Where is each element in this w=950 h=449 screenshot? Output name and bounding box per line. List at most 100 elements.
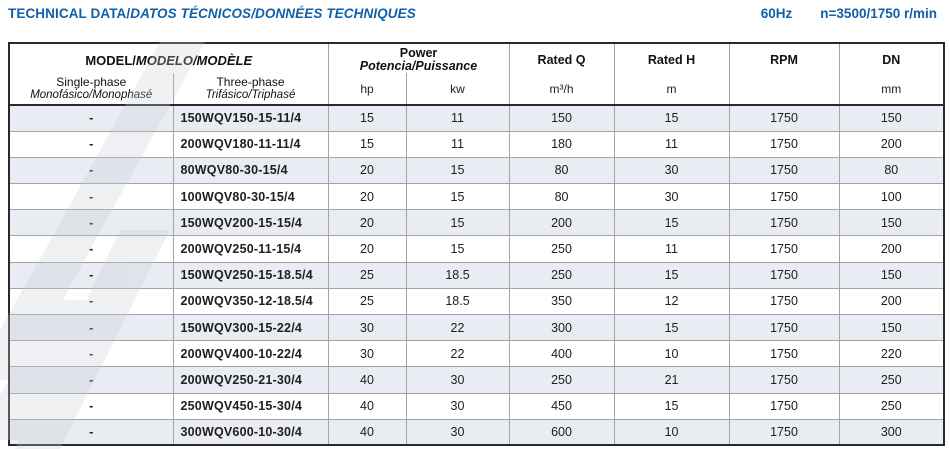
rated-h-cell: 15 — [613, 261, 730, 289]
model-cell: 250WQV450-15-30/4 — [172, 392, 329, 420]
hp-cell: 25 — [327, 261, 407, 289]
kw-cell: 22 — [405, 313, 510, 342]
model-cell: 80WQV80-30-15/4 — [172, 156, 329, 185]
page-title-italic: DATOS TÉCNICOS/DONNÉES TECHNIQUES — [130, 6, 416, 21]
rpm-cell: 1750 — [728, 235, 840, 263]
single-phase-cell: - — [8, 235, 174, 263]
model-cell: 200WQV250-21-30/4 — [172, 366, 329, 394]
table-body: -150WQV150-15-11/4 15 11 150 15 1750 150-200WQ… — [8, 104, 945, 446]
table-row: -250WQV450-15-30/4 40 30 450 15 1750 250 — [8, 392, 945, 420]
rated-q-cell: 80 — [508, 183, 615, 211]
power-group-label: Power — [399, 46, 438, 60]
table-row: -100WQV80-30-15/4 20 15 80 30 1750 100 — [8, 183, 945, 211]
hp-cell: 25 — [327, 287, 407, 316]
header-unit-hp: hp — [327, 73, 407, 106]
hp-cell: 20 — [327, 156, 407, 185]
hp-cell: 15 — [327, 130, 407, 158]
dn-cell: 200 — [838, 235, 945, 263]
header-unit-rated-q: m³/h — [508, 73, 615, 106]
single-phase-cell: - — [8, 392, 174, 420]
single-phase-cell: - — [8, 313, 174, 342]
model-cell: 150WQV300-15-22/4 — [172, 313, 329, 342]
kw-cell: 15 — [405, 156, 510, 185]
rated-q-cell: 80 — [508, 156, 615, 185]
dn-cell: 200 — [838, 287, 945, 316]
hp-cell: 40 — [327, 418, 407, 446]
rated-q-cell: 180 — [508, 130, 615, 158]
rpm-cell: 1750 — [728, 183, 840, 211]
hp-cell: 20 — [327, 183, 407, 211]
kw-cell: 18.5 — [405, 287, 510, 316]
single-phase-cell: - — [8, 366, 174, 394]
header-unit-rated-h: m — [613, 73, 730, 106]
hp-cell: 40 — [327, 392, 407, 420]
header-rated-q: Rated Q — [508, 42, 615, 73]
kw-cell: 30 — [405, 418, 510, 446]
rpm-cell: 1750 — [728, 418, 840, 446]
speed-value: n=3500/1750 r/min — [820, 6, 937, 21]
dn-cell: 150 — [838, 313, 945, 342]
kw-cell: 15 — [405, 235, 510, 263]
hp-cell: 30 — [327, 313, 407, 342]
kw-cell: 30 — [405, 366, 510, 394]
dn-cell: 100 — [838, 183, 945, 211]
frequency-value: 60Hz — [760, 6, 793, 21]
rpm-cell: 1750 — [728, 130, 840, 158]
rated-h-cell: 21 — [613, 366, 730, 394]
table-row: -200WQV250-11-15/4 20 15 250 11 1750 200 — [8, 235, 945, 263]
table-row: -150WQV250-15-18.5/4 25 18.5 250 15 1750 150 — [8, 261, 945, 289]
hp-cell: 20 — [327, 209, 407, 237]
rated-h-cell: 30 — [613, 183, 730, 211]
dn-cell: 250 — [838, 392, 945, 420]
single-phase-label: Single-phase — [56, 75, 127, 89]
rated-h-cell: 15 — [613, 104, 730, 132]
rated-q-cell: 450 — [508, 392, 615, 420]
rpm-cell: 1750 — [728, 366, 840, 394]
dn-cell: 150 — [838, 261, 945, 289]
single-phase-cell: - — [8, 209, 174, 237]
rpm-cell: 1750 — [728, 287, 840, 316]
kw-cell: 15 — [405, 209, 510, 237]
table-row: -200WQV400-10-22/4 30 22 400 10 1750 220 — [8, 340, 945, 368]
hp-cell: 40 — [327, 366, 407, 394]
table-row: -150WQV150-15-11/4 15 11 150 15 1750 150 — [8, 104, 945, 132]
single-phase-cell: - — [8, 340, 174, 368]
rated-h-cell: 10 — [613, 340, 730, 368]
rated-h-cell: 12 — [613, 287, 730, 316]
rpm-cell: 1750 — [728, 261, 840, 289]
single-phase-cell: - — [8, 156, 174, 185]
table-row: -80WQV80-30-15/4 20 15 80 30 1750 80 — [8, 156, 945, 185]
dn-cell: 300 — [838, 418, 945, 446]
rated-q-cell: 200 — [508, 209, 615, 237]
header-three-phase: Three-phase Trifásico/Triphasé — [172, 73, 329, 106]
kw-cell: 15 — [405, 183, 510, 211]
hp-cell: 30 — [327, 340, 407, 368]
dn-cell: 80 — [838, 156, 945, 185]
rated-h-cell: 15 — [613, 209, 730, 237]
rated-q-cell: 250 — [508, 235, 615, 263]
three-phase-label: Three-phase — [216, 75, 285, 89]
model-cell: 150WQV200-15-15/4 — [172, 209, 329, 237]
kw-cell: 11 — [405, 130, 510, 158]
kw-cell: 11 — [405, 104, 510, 132]
kw-cell: 22 — [405, 340, 510, 368]
table-row: -150WQV200-15-15/4 20 15 200 15 1750 150 — [8, 209, 945, 237]
kw-cell: 30 — [405, 392, 510, 420]
page-header: TECHNICAL DATA/DATOS TÉCNICOS/DONNÉES TE… — [8, 6, 937, 21]
model-group-label-italic: MODELO/MODÈLE — [135, 52, 253, 68]
rated-q-cell: 300 — [508, 313, 615, 342]
power-group-label-italic: Potencia/Puissance — [359, 59, 478, 73]
rated-h-cell: 11 — [613, 130, 730, 158]
header-single-phase: Single-phase Monofásico/Monophasé — [8, 73, 174, 106]
model-cell: 150WQV250-15-18.5/4 — [172, 261, 329, 289]
hp-cell: 15 — [327, 104, 407, 132]
table-row: -200WQV180-11-11/4 15 11 180 11 1750 200 — [8, 130, 945, 158]
header-unit-rpm — [728, 73, 840, 106]
header-sub-row: Single-phase Monofásico/Monophasé Three-… — [8, 73, 945, 106]
model-cell: 150WQV150-15-11/4 — [172, 104, 329, 132]
rated-h-cell: 30 — [613, 156, 730, 185]
page-title: TECHNICAL DATA/DATOS TÉCNICOS/DONNÉES TE… — [8, 6, 416, 21]
rated-q-cell: 600 — [508, 418, 615, 446]
single-phase-cell: - — [8, 130, 174, 158]
page-title-main: TECHNICAL DATA/ — [8, 6, 131, 21]
